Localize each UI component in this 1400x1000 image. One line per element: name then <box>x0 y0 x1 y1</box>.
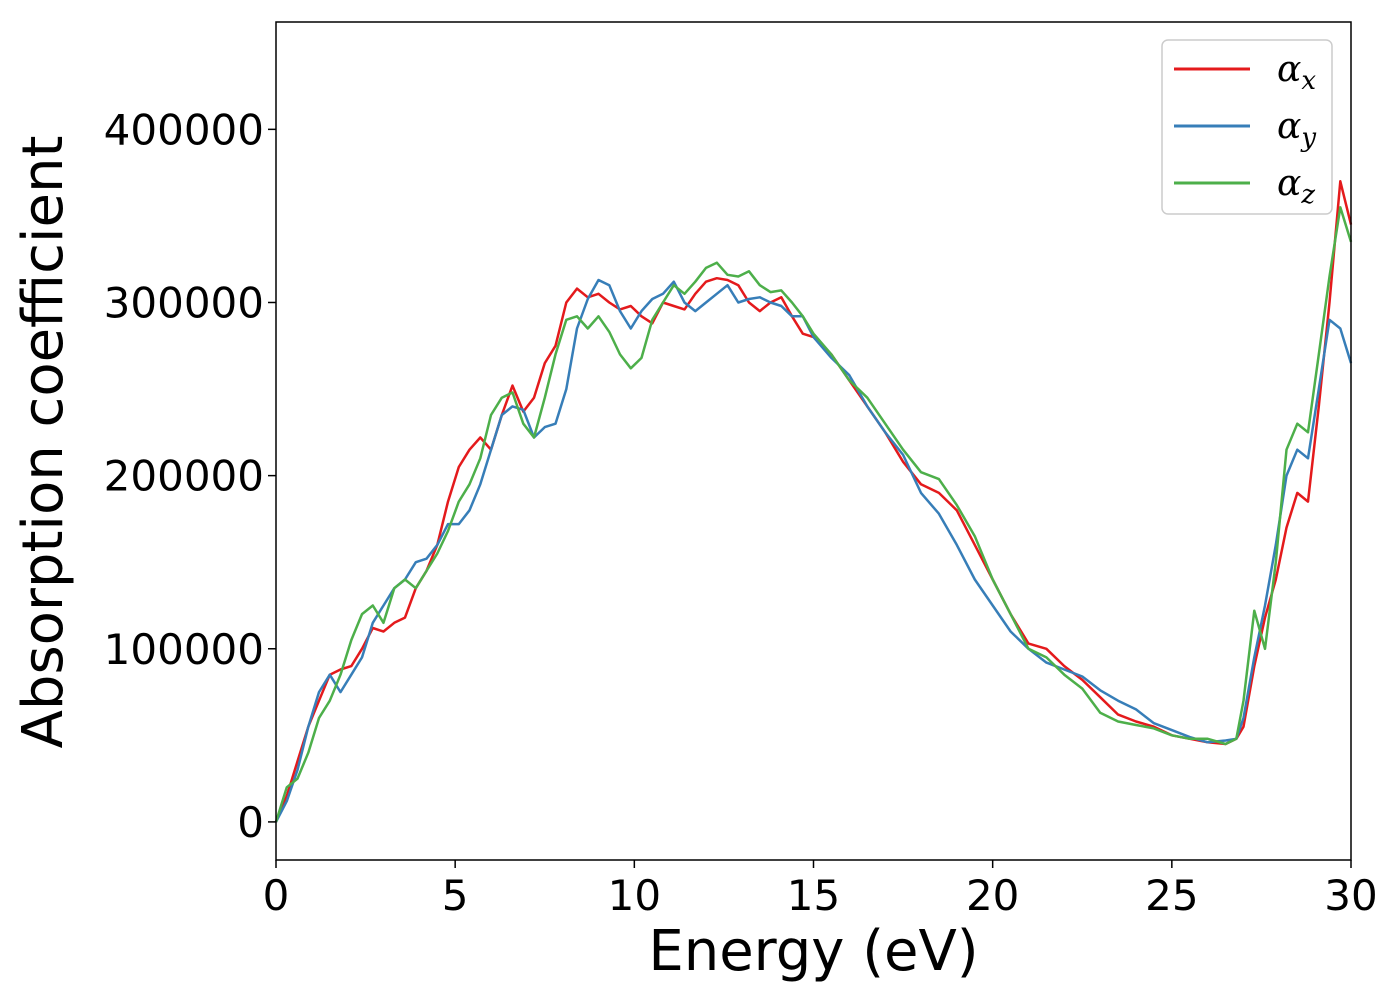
y-tick-label: 400000 <box>104 105 264 154</box>
x-axis-ticks: 0 5 10 15 20 25 30 <box>263 860 1378 920</box>
x-tick-label: 15 <box>787 871 840 920</box>
series-line-y <box>274 278 1353 823</box>
x-tick-label: 20 <box>966 871 1019 920</box>
y-axis-label: Absorption coefficient <box>11 136 76 749</box>
x-tick-label: 10 <box>608 871 661 920</box>
x-tick-label: 25 <box>1145 871 1198 920</box>
x-axis-label: Energy (eV) <box>648 919 978 984</box>
plot-lines <box>274 180 1353 823</box>
legend: αx αy αz <box>1161 39 1333 215</box>
y-axis-ticks: 0 100000 200000 300000 400000 <box>104 105 276 847</box>
y-tick-label: 200000 <box>104 452 264 501</box>
y-tick-label: 100000 <box>104 625 264 674</box>
x-tick-label: 30 <box>1324 871 1377 920</box>
x-tick-label: 0 <box>263 871 290 920</box>
legend-label-z: αz <box>1277 163 1315 210</box>
series-line-z <box>274 206 1353 823</box>
x-tick-label: 5 <box>442 871 469 920</box>
legend-label-y: αy <box>1277 106 1316 153</box>
legend-label-x: αx <box>1277 49 1316 96</box>
y-tick-label: 0 <box>237 798 264 847</box>
y-tick-label: 300000 <box>104 278 264 327</box>
